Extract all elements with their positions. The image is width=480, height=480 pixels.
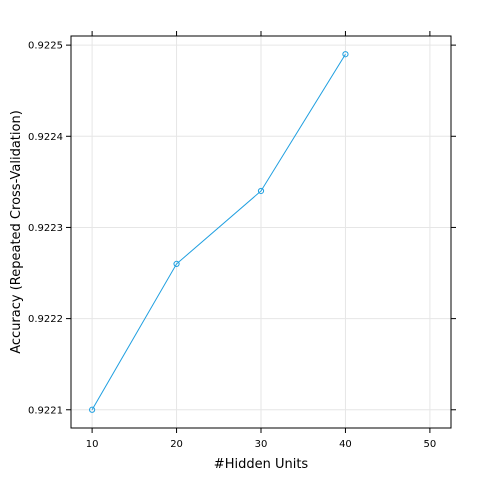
x-tick-label: 40 [339, 439, 352, 450]
x-tick-label: 20 [170, 439, 183, 450]
series-group [90, 52, 349, 413]
y-tick-label: 0.9224 [28, 132, 63, 143]
y-tick-label: 0.9222 [28, 314, 63, 325]
y-tick-label: 0.9221 [28, 405, 63, 416]
x-tick-label: 50 [424, 439, 437, 450]
y-tick-label: 0.9223 [28, 223, 63, 234]
series-line [92, 54, 345, 410]
x-axis-title: #Hidden Units [214, 457, 309, 472]
grid-lines [71, 36, 451, 428]
y-tick-label: 0.9225 [28, 41, 63, 52]
x-tick-label: 30 [255, 439, 268, 450]
y-axis-title: Accuracy (Repeated Cross-Validation) [9, 110, 24, 354]
x-tick-label: 10 [86, 439, 99, 450]
